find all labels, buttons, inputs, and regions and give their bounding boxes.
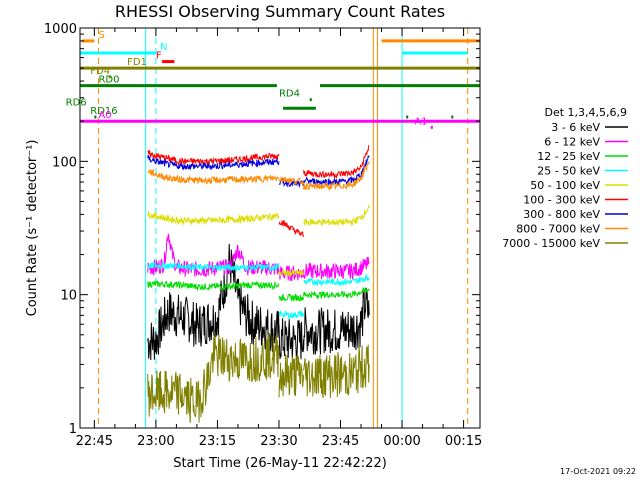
series-line <box>147 153 280 171</box>
x-tick-label: 00:15 <box>445 434 482 449</box>
y-axis-label: Count Rate (s⁻¹ detector⁻¹) <box>25 140 40 317</box>
series-line <box>147 211 280 226</box>
series-line <box>303 144 370 180</box>
series <box>147 205 370 277</box>
series <box>147 261 370 320</box>
y-tick-label: 100 <box>52 155 77 170</box>
legend-label: 100 - 300 keV <box>523 194 600 207</box>
series-line <box>147 169 280 185</box>
flag-label: F <box>156 51 162 62</box>
flag-label: RD16 <box>90 106 117 117</box>
legend-label: 25 - 50 keV <box>537 165 600 178</box>
x-tick-label: 23:15 <box>199 434 236 449</box>
series <box>147 332 370 423</box>
series-line <box>278 354 305 398</box>
legend-label: 3 - 6 keV <box>551 121 600 134</box>
series-line <box>303 205 370 228</box>
legend-label: 12 - 25 keV <box>537 150 600 163</box>
timestamp: 17-Oct-2021 09:22 <box>560 467 636 476</box>
series-line <box>303 161 370 191</box>
flag-label: RD4 <box>279 89 300 100</box>
axis-ticks: 22:45 23:00 23:15 23:30 23:45 00:00 00:15 1 10 10… <box>44 22 482 449</box>
series-line <box>303 344 370 399</box>
series <box>147 161 370 191</box>
legend-label: 300 - 800 keV <box>523 208 600 221</box>
flag-label: FD1 <box>127 57 147 68</box>
x-tick-label: 23:45 <box>322 434 359 449</box>
series-line <box>278 318 305 360</box>
y-tick-label: 1000 <box>44 22 77 37</box>
x-tick-label: 23:00 <box>137 434 174 449</box>
x-tick-label: 00:00 <box>383 434 420 449</box>
x-axis-label: Start Time (26-May-11 22:42:22) <box>173 456 387 471</box>
plot-frame <box>79 27 481 429</box>
series-line <box>147 149 280 167</box>
series-line <box>303 273 370 287</box>
flag-label: RD0 <box>98 75 119 86</box>
flag-label: A1 <box>414 116 427 127</box>
series-line <box>303 286 370 300</box>
series-line <box>303 287 370 355</box>
series <box>147 243 370 361</box>
legend-title: Det 1,3,4,5,6,9 <box>544 106 627 119</box>
series-line <box>303 155 370 187</box>
legend-label: 7000 - 15000 keV <box>502 237 600 250</box>
flag-label: N <box>160 42 167 53</box>
series-line <box>278 175 305 187</box>
series-line <box>147 243 280 361</box>
x-tick-label: 23:30 <box>260 434 297 449</box>
legend-label: 800 - 7000 keV <box>516 223 600 236</box>
flag-label: S <box>98 30 104 41</box>
flag-label: RD6 <box>66 97 87 108</box>
series-line <box>147 261 280 273</box>
flag-label: A0 <box>98 110 111 121</box>
series-line <box>278 268 305 277</box>
series-line <box>278 309 305 320</box>
legend-label: 6 - 12 keV <box>544 136 600 149</box>
series <box>147 280 370 302</box>
series-line <box>147 280 280 292</box>
legend-label: 50 - 100 keV <box>530 179 600 192</box>
flag-label: FD4 <box>90 66 110 77</box>
x-tick-label: 22:45 <box>76 434 113 449</box>
series <box>147 144 370 238</box>
series-line <box>278 219 305 238</box>
y-tick-label: 10 <box>60 289 77 304</box>
series-line <box>303 256 370 280</box>
series-line <box>278 292 305 302</box>
series-line <box>147 332 280 423</box>
y-tick-label: 1 <box>69 422 77 437</box>
chart-title: RHESSI Observing Summary Count Rates <box>115 2 445 21</box>
